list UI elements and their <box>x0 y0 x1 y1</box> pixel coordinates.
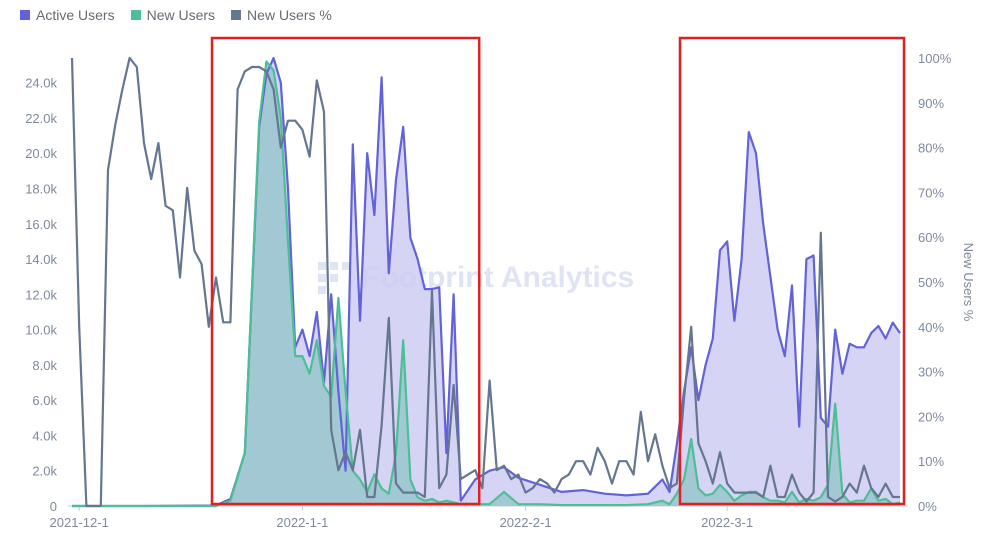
left-tick-label: 2.0k <box>32 464 57 479</box>
left-tick-label: 16.0k <box>25 217 57 232</box>
left-axis-ticks: 0 2.0k 4.0k 6.0k 8.0k 10.0k 12.0k 14.0k 16.0k 18.… <box>25 76 57 514</box>
left-tick-label: 24.0k <box>25 76 57 91</box>
right-tick-label: 40% <box>918 320 944 335</box>
right-tick-label: 90% <box>918 96 944 111</box>
left-tick-label: 22.0k <box>25 111 57 126</box>
left-tick-label: 6.0k <box>32 393 57 408</box>
right-tick-label: 50% <box>918 275 944 290</box>
highlight-box <box>678 36 906 506</box>
highlight-box <box>210 36 481 506</box>
legend-item-new-users[interactable]: New Users <box>130 7 216 23</box>
x-tick-label: 2021-12-1 <box>50 515 109 530</box>
watermark-logo-icon <box>318 262 350 294</box>
x-axis-ticks: 2021-12-1 2022-1-1 2022-2-1 2022-3-1 <box>50 506 753 530</box>
legend-label: New Users % <box>247 7 332 23</box>
line-layer <box>70 56 901 508</box>
right-tick-label: 0% <box>918 499 937 514</box>
right-tick-label: 30% <box>918 365 944 380</box>
legend-swatch-icon <box>130 10 141 20</box>
x-tick-label: 2022-2-1 <box>500 515 552 530</box>
legend-item-active-users[interactable]: Active Users <box>20 7 115 23</box>
legend-swatch-icon <box>20 10 30 20</box>
left-tick-label: 18.0k <box>25 182 57 197</box>
right-tick-label: 10% <box>918 454 944 469</box>
x-tick-label: 2022-1-1 <box>276 515 328 530</box>
left-tick-label: 10.0k <box>25 323 57 338</box>
legend-swatch-icon <box>231 10 242 20</box>
new-users-pct-line <box>70 56 900 508</box>
x-tick-label: 2022-3-1 <box>701 515 753 530</box>
left-tick-label: 0 <box>50 499 57 514</box>
highlight-boxes <box>210 36 906 506</box>
right-tick-label: 80% <box>918 141 944 156</box>
left-tick-label: 4.0k <box>32 428 57 443</box>
right-tick-label: 20% <box>918 409 944 424</box>
right-tick-label: 70% <box>918 185 944 200</box>
new-users-area <box>72 61 900 506</box>
left-tick-label: 8.0k <box>32 358 57 373</box>
legend-label: New Users <box>146 7 216 23</box>
right-axis-label: New Users % <box>961 243 976 322</box>
legend-item-new-users-pct[interactable]: New Users % <box>231 7 332 23</box>
right-tick-label: 60% <box>918 230 944 245</box>
right-axis-ticks: 0% 10% 20% 30% 40% 50% 60% 70% 80% 90% 100% <box>918 51 952 514</box>
legend-label: Active Users <box>36 7 115 23</box>
left-tick-label: 14.0k <box>25 252 57 267</box>
right-tick-label: 100% <box>918 51 952 66</box>
left-tick-label: 12.0k <box>25 287 57 302</box>
legend: Active Users New Users New Users % <box>20 7 332 23</box>
left-tick-label: 20.0k <box>25 146 57 161</box>
area-layer <box>72 58 900 506</box>
